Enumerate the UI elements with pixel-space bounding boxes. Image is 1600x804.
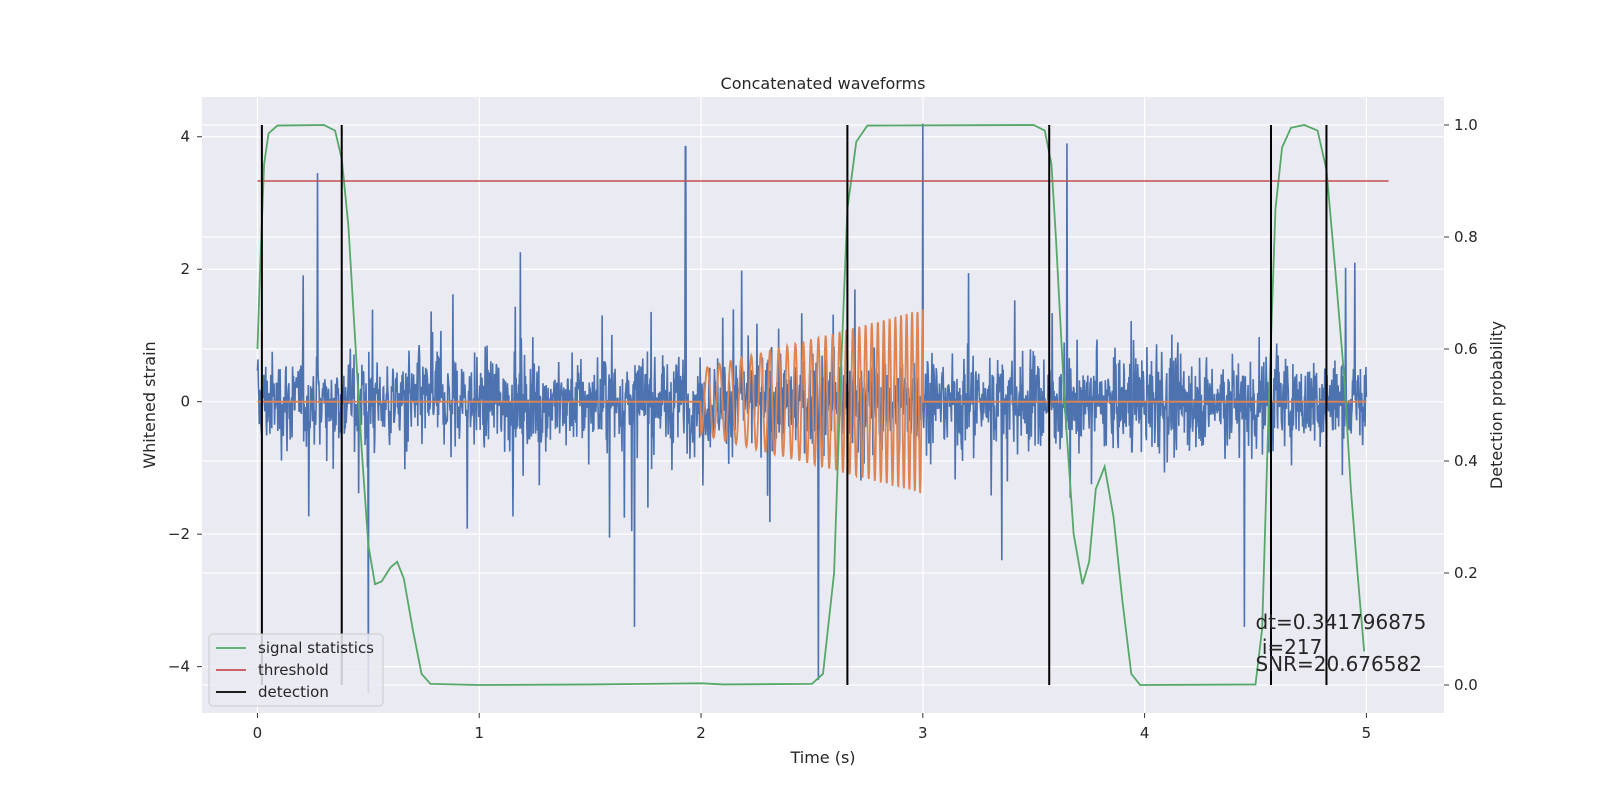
annotation-text: i=217 bbox=[1255, 635, 1322, 659]
legend-label-threshold: threshold bbox=[258, 661, 329, 679]
legend-label-signal-statistics: signal statistics bbox=[258, 639, 374, 657]
series-layer bbox=[256, 123, 1389, 694]
annotation-text: SNR=20.676582 bbox=[1255, 652, 1421, 676]
x-tick-label: 1 bbox=[474, 724, 484, 742]
y-tick-label: 2 bbox=[180, 260, 190, 278]
x-axis-label: Time (s) bbox=[789, 748, 855, 767]
annotation-text: dt=0.341796875 bbox=[1255, 610, 1426, 634]
tick-labels: 0 1 2 3 4 5 −4 −2 0 2 4 0.0 0.2 0.4 0.6 0.8 1.0 bbox=[168, 116, 1478, 742]
y2-tick-label: 1.0 bbox=[1454, 116, 1478, 134]
legend-box bbox=[208, 633, 384, 707]
y2-tick-label: 0.4 bbox=[1454, 452, 1478, 470]
y-tick-label: −4 bbox=[168, 658, 190, 676]
y-tick-label: 4 bbox=[180, 128, 190, 146]
signal-statistics-line bbox=[256, 124, 1366, 686]
y-axis-label: Whitened strain bbox=[140, 341, 159, 468]
y2-tick-label: 0.0 bbox=[1454, 676, 1478, 694]
y-tick-label: 0 bbox=[180, 393, 190, 411]
y2-tick-label: 0.2 bbox=[1454, 564, 1478, 582]
legend-label-detection: detection bbox=[258, 683, 329, 701]
y2-tick-label: 0.6 bbox=[1454, 340, 1478, 358]
x-tick-label: 0 bbox=[253, 724, 263, 742]
chart-title: Concatenated waveforms bbox=[721, 74, 926, 93]
x-tick-label: 4 bbox=[1140, 724, 1150, 742]
x-tick-label: 5 bbox=[1362, 724, 1372, 742]
x-tick-label: 2 bbox=[696, 724, 706, 742]
y2-tick-label: 0.8 bbox=[1454, 228, 1478, 246]
x-tick-label: 3 bbox=[918, 724, 928, 742]
y-tick-label: −2 bbox=[168, 525, 190, 543]
template-series-line bbox=[257, 309, 1367, 494]
y2-axis-label: Detection probability bbox=[1487, 321, 1506, 489]
legend: signal statistics threshold detection bbox=[208, 633, 384, 707]
